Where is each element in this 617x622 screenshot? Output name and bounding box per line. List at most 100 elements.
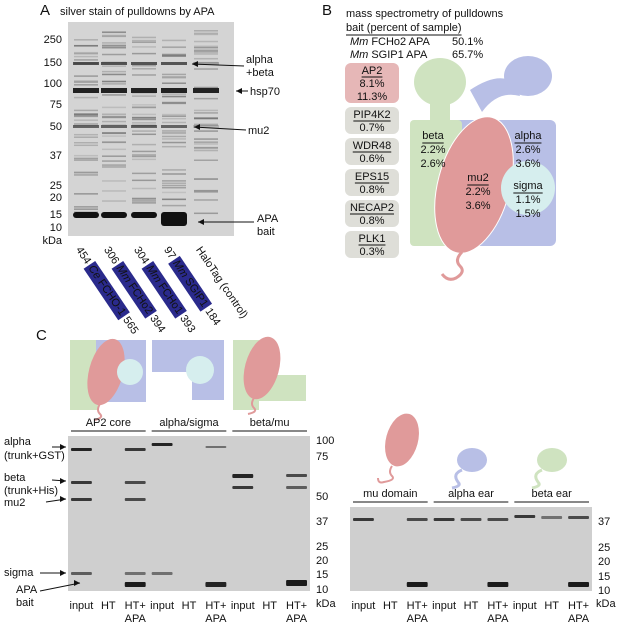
gel-band — [102, 116, 126, 119]
mw-label: 37 — [598, 516, 610, 528]
mw-label: 250 — [44, 34, 62, 46]
gel-band — [74, 119, 98, 121]
gel — [68, 436, 310, 591]
gel-band — [74, 193, 98, 195]
gel-band — [74, 115, 98, 118]
gel-band — [71, 481, 92, 484]
gel-band — [406, 518, 428, 521]
gel-band — [74, 154, 98, 157]
band-label: alpha — [4, 436, 32, 448]
gel-band — [74, 52, 98, 55]
gel-band — [162, 102, 186, 105]
gel-band — [194, 146, 218, 149]
gel-band — [102, 80, 126, 83]
gel-band — [162, 53, 186, 56]
protein-percent: 11.3% — [357, 91, 388, 103]
gel-band — [162, 73, 186, 76]
subunit-name: alpha — [515, 130, 543, 142]
gel-band — [132, 143, 156, 146]
gel-band — [102, 120, 126, 123]
gel-band — [74, 157, 98, 160]
protein-name: PIP4K2 — [353, 109, 390, 121]
lane-end: 184 — [202, 306, 222, 328]
gel-band — [132, 187, 156, 190]
gel-band — [162, 130, 186, 132]
mw-label: 25 — [316, 541, 328, 553]
lane-start: 304 — [131, 245, 151, 267]
gel-band — [101, 125, 127, 128]
gel-band — [124, 498, 146, 501]
group-label: AP2 core — [86, 417, 131, 429]
arrow-head — [60, 444, 66, 450]
lane-label: HT+ — [407, 600, 428, 612]
gel-band — [194, 178, 218, 180]
gel-band — [151, 572, 173, 575]
gel-band — [162, 173, 186, 175]
lane-label: HT+ — [487, 600, 508, 612]
lane-label: HT+ — [205, 600, 226, 612]
cartoon-tail — [451, 468, 463, 490]
gel — [68, 22, 234, 236]
gel-band — [194, 147, 218, 150]
beta-ear — [414, 58, 466, 106]
lane-label: HT — [464, 600, 479, 612]
beta-hinge — [430, 104, 450, 122]
gel-band — [74, 96, 98, 99]
gel-band — [73, 88, 99, 93]
lane-end: 394 — [147, 313, 167, 335]
gel-band — [73, 125, 99, 128]
lane-start: 306 — [101, 245, 121, 267]
gel-band — [132, 130, 156, 132]
annotation: mu2 — [248, 125, 269, 137]
gel-band — [193, 88, 219, 93]
annotation: alpha — [246, 54, 274, 66]
cartoon-sigma — [186, 356, 214, 384]
gel-band — [74, 133, 98, 136]
gel-band — [193, 62, 219, 65]
gel-band — [74, 136, 98, 138]
bait-heading: bait (percent of sample) — [346, 22, 462, 34]
protein-name: NECAP2 — [350, 202, 394, 214]
cartoon-mu2 — [87, 338, 125, 406]
gel-band — [102, 190, 126, 192]
gel-band — [162, 138, 186, 140]
gel-band — [162, 93, 186, 95]
gel-band — [132, 172, 156, 175]
gel-band — [102, 94, 126, 96]
gel-band — [162, 101, 186, 104]
gel-band — [162, 54, 186, 56]
gel-band — [102, 70, 126, 73]
gel-band — [162, 77, 186, 79]
gel-band — [131, 62, 157, 65]
gel-band — [132, 133, 156, 136]
gel-band — [286, 486, 307, 489]
group-label: beta ear — [531, 488, 572, 500]
gel-band — [132, 158, 156, 161]
group-label: mu domain — [363, 488, 417, 500]
annotation: +beta — [246, 67, 275, 79]
annotation: bait — [257, 226, 275, 238]
lane-label: HT — [101, 600, 116, 612]
gel-band — [131, 88, 157, 93]
cartoons — [70, 336, 567, 490]
gel-band — [74, 113, 98, 115]
gel-band — [286, 580, 307, 586]
gel-band — [74, 75, 98, 77]
gel-band — [194, 97, 218, 100]
annotation: APA — [257, 213, 279, 225]
mw-label: 10 — [316, 584, 328, 596]
protein-percent: 0.8% — [359, 215, 384, 227]
gel-band — [74, 109, 98, 112]
gel-band — [205, 446, 227, 448]
gel-band — [74, 114, 98, 117]
gel-band — [71, 448, 92, 451]
gel-band — [74, 171, 98, 173]
panel-label: A — [40, 2, 50, 19]
gel-band — [102, 155, 126, 157]
gel-band — [194, 141, 218, 143]
gel-band — [102, 123, 126, 126]
gel-band — [193, 125, 219, 128]
gel-band — [74, 51, 98, 54]
gel-band — [101, 212, 127, 218]
